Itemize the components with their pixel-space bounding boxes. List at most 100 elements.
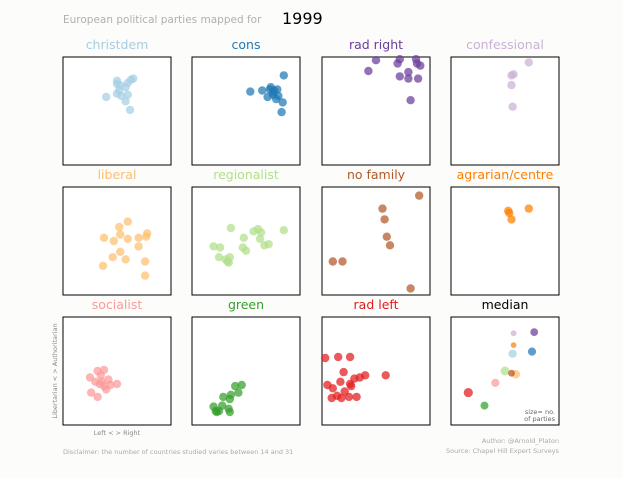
panel-title-confessional: confessional <box>466 37 544 52</box>
point-liberal-1 <box>134 242 143 251</box>
panel-socialist: socialist <box>62 297 172 426</box>
point-christdem-11 <box>125 105 135 115</box>
point-rad-left-8 <box>347 381 356 391</box>
x-axis-label: Left < > Right <box>94 429 141 437</box>
point-regionalist-4 <box>255 234 265 243</box>
point-cons-13 <box>269 86 279 95</box>
point-median-1 <box>510 330 517 337</box>
point-socialist-11 <box>93 392 102 402</box>
point-green-12 <box>212 407 221 417</box>
point-rad-left-1 <box>345 352 355 362</box>
point-agrarian-centre-3 <box>507 215 516 224</box>
panel-agrarian-centre: agrarian/centre <box>450 167 560 296</box>
point-regionalist-16 <box>214 253 224 262</box>
panel-title-christdem: christdem <box>86 37 149 52</box>
point-christdem-6 <box>126 75 136 84</box>
panel-frame-rad-left <box>321 316 431 426</box>
point-median-2 <box>510 342 517 348</box>
point-rad-right-11 <box>411 55 421 64</box>
point-regionalist-10 <box>215 243 225 252</box>
y-axis-label: Libertarian < > Authoritarian <box>51 323 59 418</box>
point-green-0 <box>231 381 240 391</box>
point-no-family-2 <box>380 215 389 224</box>
point-green-11 <box>219 392 228 402</box>
point-christdem-10 <box>123 90 132 100</box>
panel-title-regionalist: regionalist <box>213 167 279 182</box>
panel-title-rad-left: rad left <box>354 297 399 312</box>
point-green-4 <box>226 390 236 399</box>
point-liberal-2 <box>134 233 143 242</box>
point-christdem-7 <box>102 92 111 102</box>
panel-no-family: no family <box>321 167 431 296</box>
point-agrarian-centre-2 <box>524 204 533 213</box>
point-christdem-13 <box>116 80 125 90</box>
point-no-family-3 <box>382 232 391 241</box>
panel-title-rad-right: rad right <box>349 37 403 52</box>
panel-title-cons: cons <box>232 37 261 52</box>
point-rad-left-16 <box>323 380 332 390</box>
size-legend-line2: of parties <box>524 415 555 423</box>
point-green-9 <box>225 407 234 417</box>
size-legend-line1: size= no. <box>525 408 555 416</box>
footer-author: Author: @Arnold_Platon <box>482 437 559 445</box>
point-liberal-5 <box>116 230 125 239</box>
point-socialist-13 <box>106 380 115 390</box>
point-liberal-11 <box>140 257 150 266</box>
point-median-0 <box>530 328 539 336</box>
panel-title-liberal: liberal <box>98 167 137 182</box>
panel-rad-left: rad left <box>321 297 431 426</box>
point-liberal-8 <box>98 261 108 270</box>
point-median-4 <box>508 349 517 358</box>
point-rad-left-14 <box>327 393 336 403</box>
point-cons-9 <box>272 94 281 104</box>
point-regionalist-15 <box>223 257 232 266</box>
point-rad-right-9 <box>364 66 373 76</box>
panel-frame-agrarian-centre <box>450 186 560 296</box>
point-green-10 <box>234 388 243 397</box>
point-regionalist-7 <box>209 242 218 251</box>
point-rad-right-3 <box>404 74 413 83</box>
point-socialist-10 <box>86 388 96 397</box>
panel-frame-rad-right <box>321 56 431 166</box>
point-cons-12 <box>277 107 286 117</box>
point-rad-right-8 <box>371 56 381 65</box>
point-regionalist-17 <box>260 241 269 250</box>
panel-rad-right: rad right <box>321 37 431 166</box>
point-socialist-2 <box>96 371 106 380</box>
point-rad-right-10 <box>395 55 404 64</box>
point-cons-2 <box>279 71 288 80</box>
figure-year: 1999 <box>282 9 323 28</box>
point-green-1 <box>237 380 246 390</box>
point-no-family-1 <box>378 204 387 213</box>
point-liberal-7 <box>99 233 109 242</box>
point-liberal-9 <box>109 236 119 246</box>
point-liberal-6 <box>116 247 125 256</box>
point-agrarian-centre-1 <box>505 208 514 218</box>
point-regionalist-1 <box>239 233 248 242</box>
point-rad-right-1 <box>395 72 404 81</box>
point-regionalist-6 <box>279 226 288 235</box>
point-rad-left-0 <box>334 352 343 362</box>
point-rad-right-6 <box>413 74 423 83</box>
point-confessional-2 <box>507 80 516 90</box>
point-liberal-13 <box>115 222 124 232</box>
point-socialist-5 <box>91 377 100 386</box>
point-rad-left-11 <box>344 392 354 402</box>
panel-regionalist: regionalist <box>191 167 301 296</box>
point-rad-left-15 <box>352 392 361 402</box>
point-liberal-14 <box>142 232 151 241</box>
point-cons-0 <box>258 86 267 95</box>
panel-title-agrarian-centre: agrarian/centre <box>457 167 554 182</box>
panel-title-socialist: socialist <box>92 297 143 312</box>
panel-frame-no-family <box>321 186 431 296</box>
point-median-3 <box>527 347 537 356</box>
point-rad-left-5 <box>339 367 348 377</box>
point-rad-right-7 <box>406 96 415 105</box>
point-rad-left-6 <box>336 377 345 386</box>
point-no-family-4 <box>385 241 395 250</box>
point-cons-6 <box>278 98 287 107</box>
point-liberal-0 <box>123 217 132 226</box>
panel-title-median: median <box>482 297 529 312</box>
point-liberal-10 <box>108 253 117 262</box>
